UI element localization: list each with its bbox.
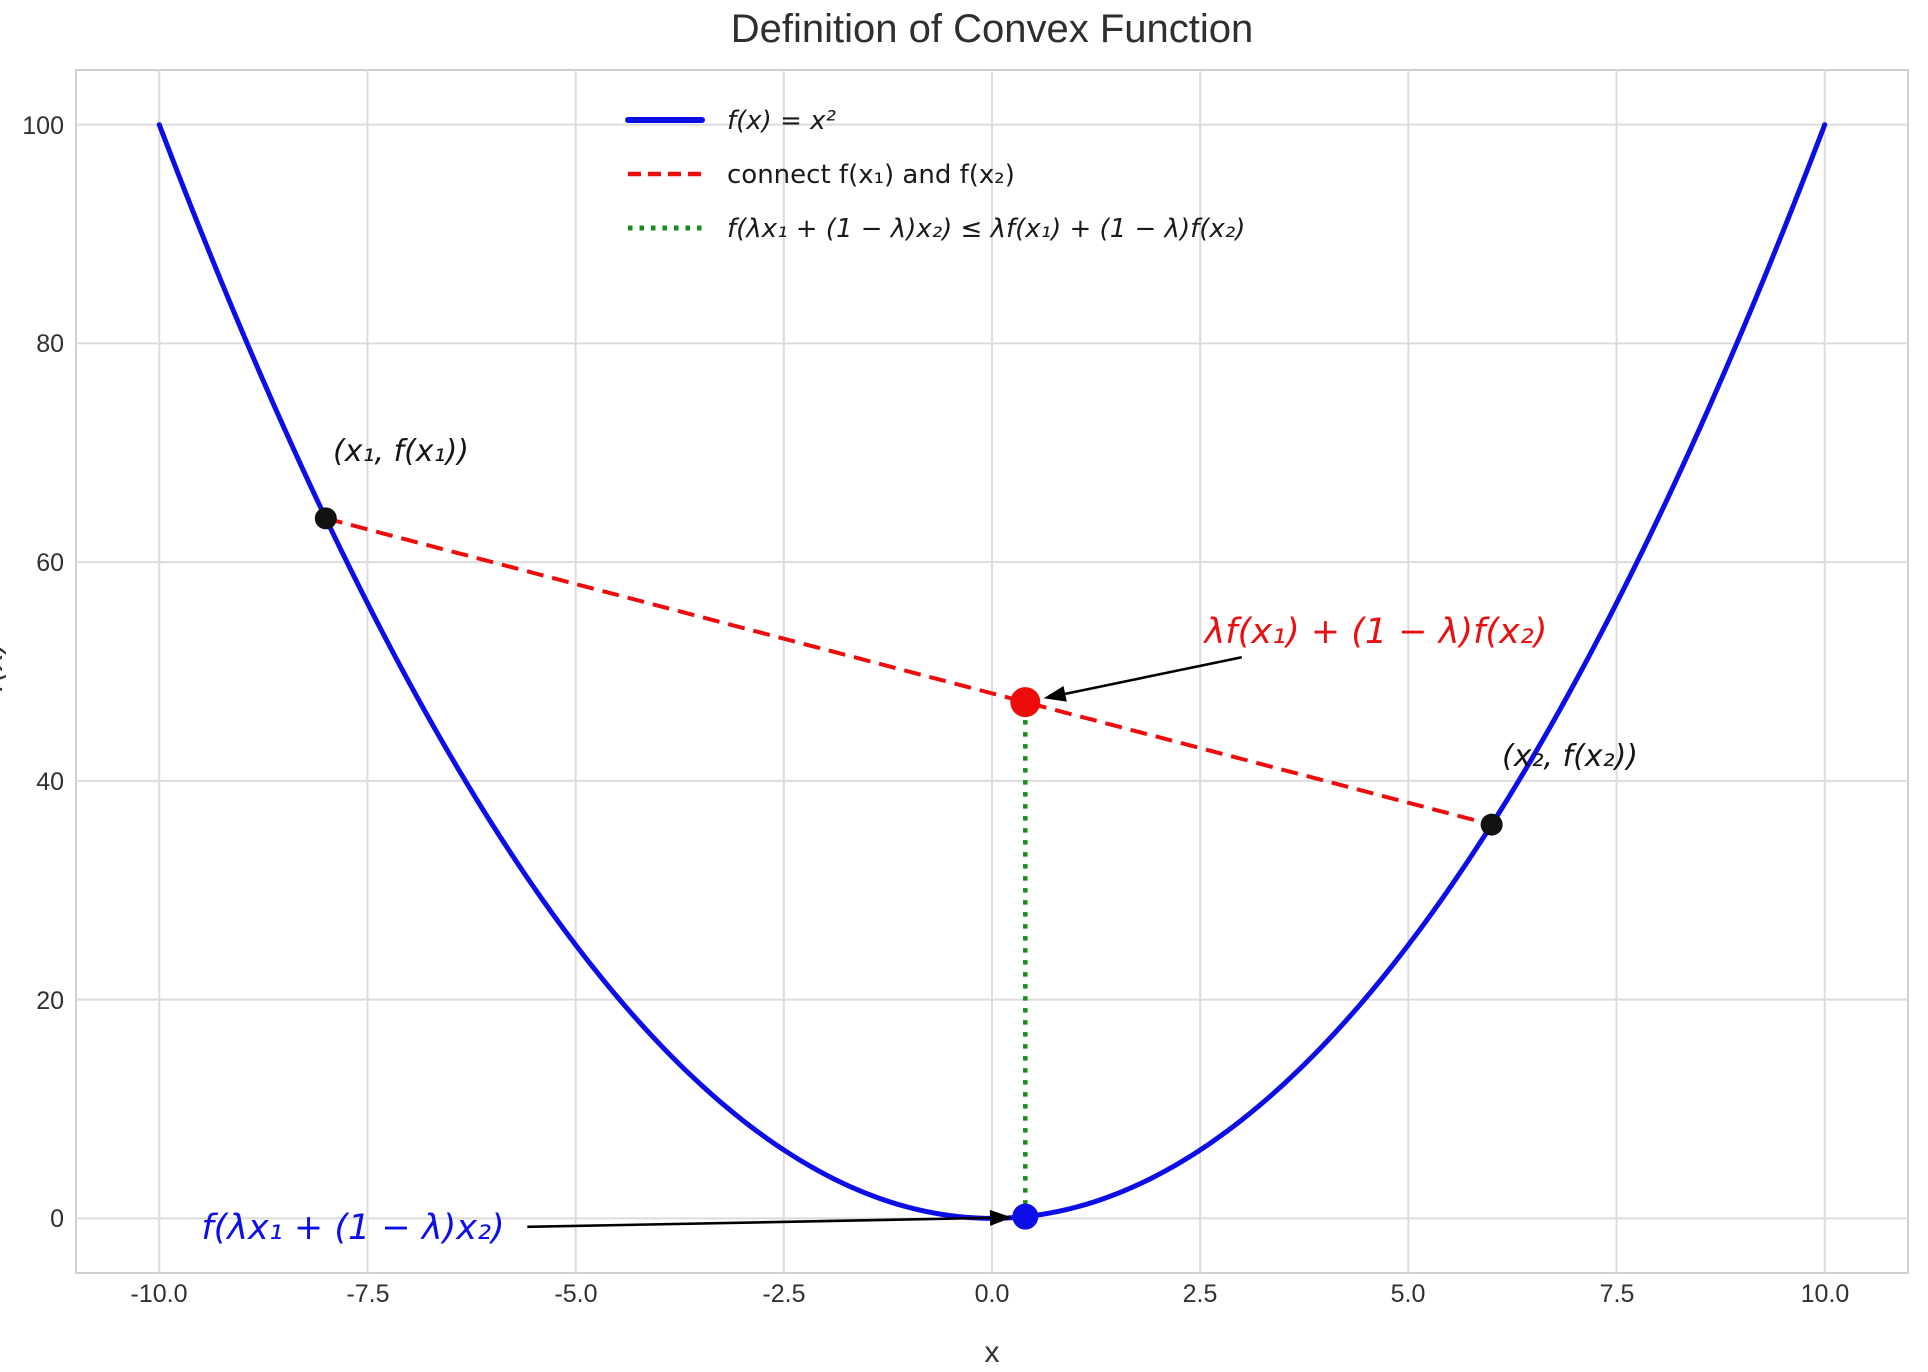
x-tick: 5.0 bbox=[1391, 1280, 1426, 1308]
x-tick: 0.0 bbox=[975, 1280, 1010, 1308]
y-tick: 60 bbox=[36, 549, 64, 577]
x-tick: 2.5 bbox=[1183, 1280, 1218, 1308]
curve-interp-point bbox=[1012, 1203, 1039, 1230]
chord-dashed-line bbox=[325, 516, 1493, 827]
x-tick-labels: -10.0 -7.5 -5.0 -2.5 0.0 2.5 5.0 7.5 10.… bbox=[131, 1280, 1850, 1308]
y-axis-label: f(x) bbox=[0, 641, 10, 693]
x-tick: 7.5 bbox=[1600, 1280, 1635, 1308]
x-tick: -2.5 bbox=[762, 1280, 805, 1308]
chord-interp-point bbox=[1010, 687, 1041, 718]
legend-entry-chord: connect f(x₁) and f(x₂) bbox=[628, 160, 1015, 190]
y-tick: 100 bbox=[22, 112, 64, 140]
x-axis-label: x bbox=[985, 1336, 1000, 1369]
y-tick-labels: 0 20 40 60 80 100 bbox=[22, 112, 64, 1233]
annotation-x2-point: (x₂, f(x₂)) bbox=[1502, 739, 1638, 774]
chart-title: Definition of Convex Function bbox=[731, 7, 1254, 51]
x-tick: 10.0 bbox=[1801, 1280, 1850, 1308]
y-tick: 20 bbox=[36, 987, 64, 1015]
annotation-arrowhead bbox=[989, 1209, 1012, 1226]
legend-label: f(x) = x² bbox=[727, 106, 836, 136]
x-tick: -10.0 bbox=[131, 1280, 188, 1308]
x1-point bbox=[314, 507, 337, 530]
y-tick: 40 bbox=[36, 768, 64, 796]
legend-label: connect f(x₁) and f(x₂) bbox=[727, 160, 1015, 190]
annotation-arrow-shaft bbox=[527, 1216, 991, 1229]
x2-point bbox=[1480, 813, 1503, 836]
legend-entry-inequality: f(λx₁ + (1 − λ)x₂) ≤ λf(x₁) + (1 − λ)f(x… bbox=[628, 214, 1245, 244]
annotation-x1-point: (x₁, f(x₁)) bbox=[333, 434, 469, 469]
annotation-arrow-shaft bbox=[1064, 656, 1243, 696]
data-points-layer bbox=[314, 507, 1503, 1230]
annotation-arrowhead bbox=[1043, 686, 1067, 702]
y-tick: 80 bbox=[36, 330, 64, 358]
y-tick: 0 bbox=[50, 1205, 64, 1233]
x-tick: -5.0 bbox=[554, 1280, 597, 1308]
legend-entry-curve: f(x) = x² bbox=[625, 106, 836, 136]
legend: f(x) = x² connect f(x₁) and f(x₂) f(λx₁ … bbox=[625, 106, 1245, 244]
annotation-chord-value: λf(x₁) + (1 − λ)f(x₂) bbox=[1203, 612, 1548, 652]
legend-label: f(λx₁ + (1 − λ)x₂) ≤ λf(x₁) + (1 − λ)f(x… bbox=[727, 214, 1245, 244]
annotation-curve-value: f(λx₁ + (1 − λ)x₂) bbox=[201, 1208, 504, 1248]
annotation-arrows-layer bbox=[527, 656, 1243, 1229]
x-tick: -7.5 bbox=[346, 1280, 389, 1308]
